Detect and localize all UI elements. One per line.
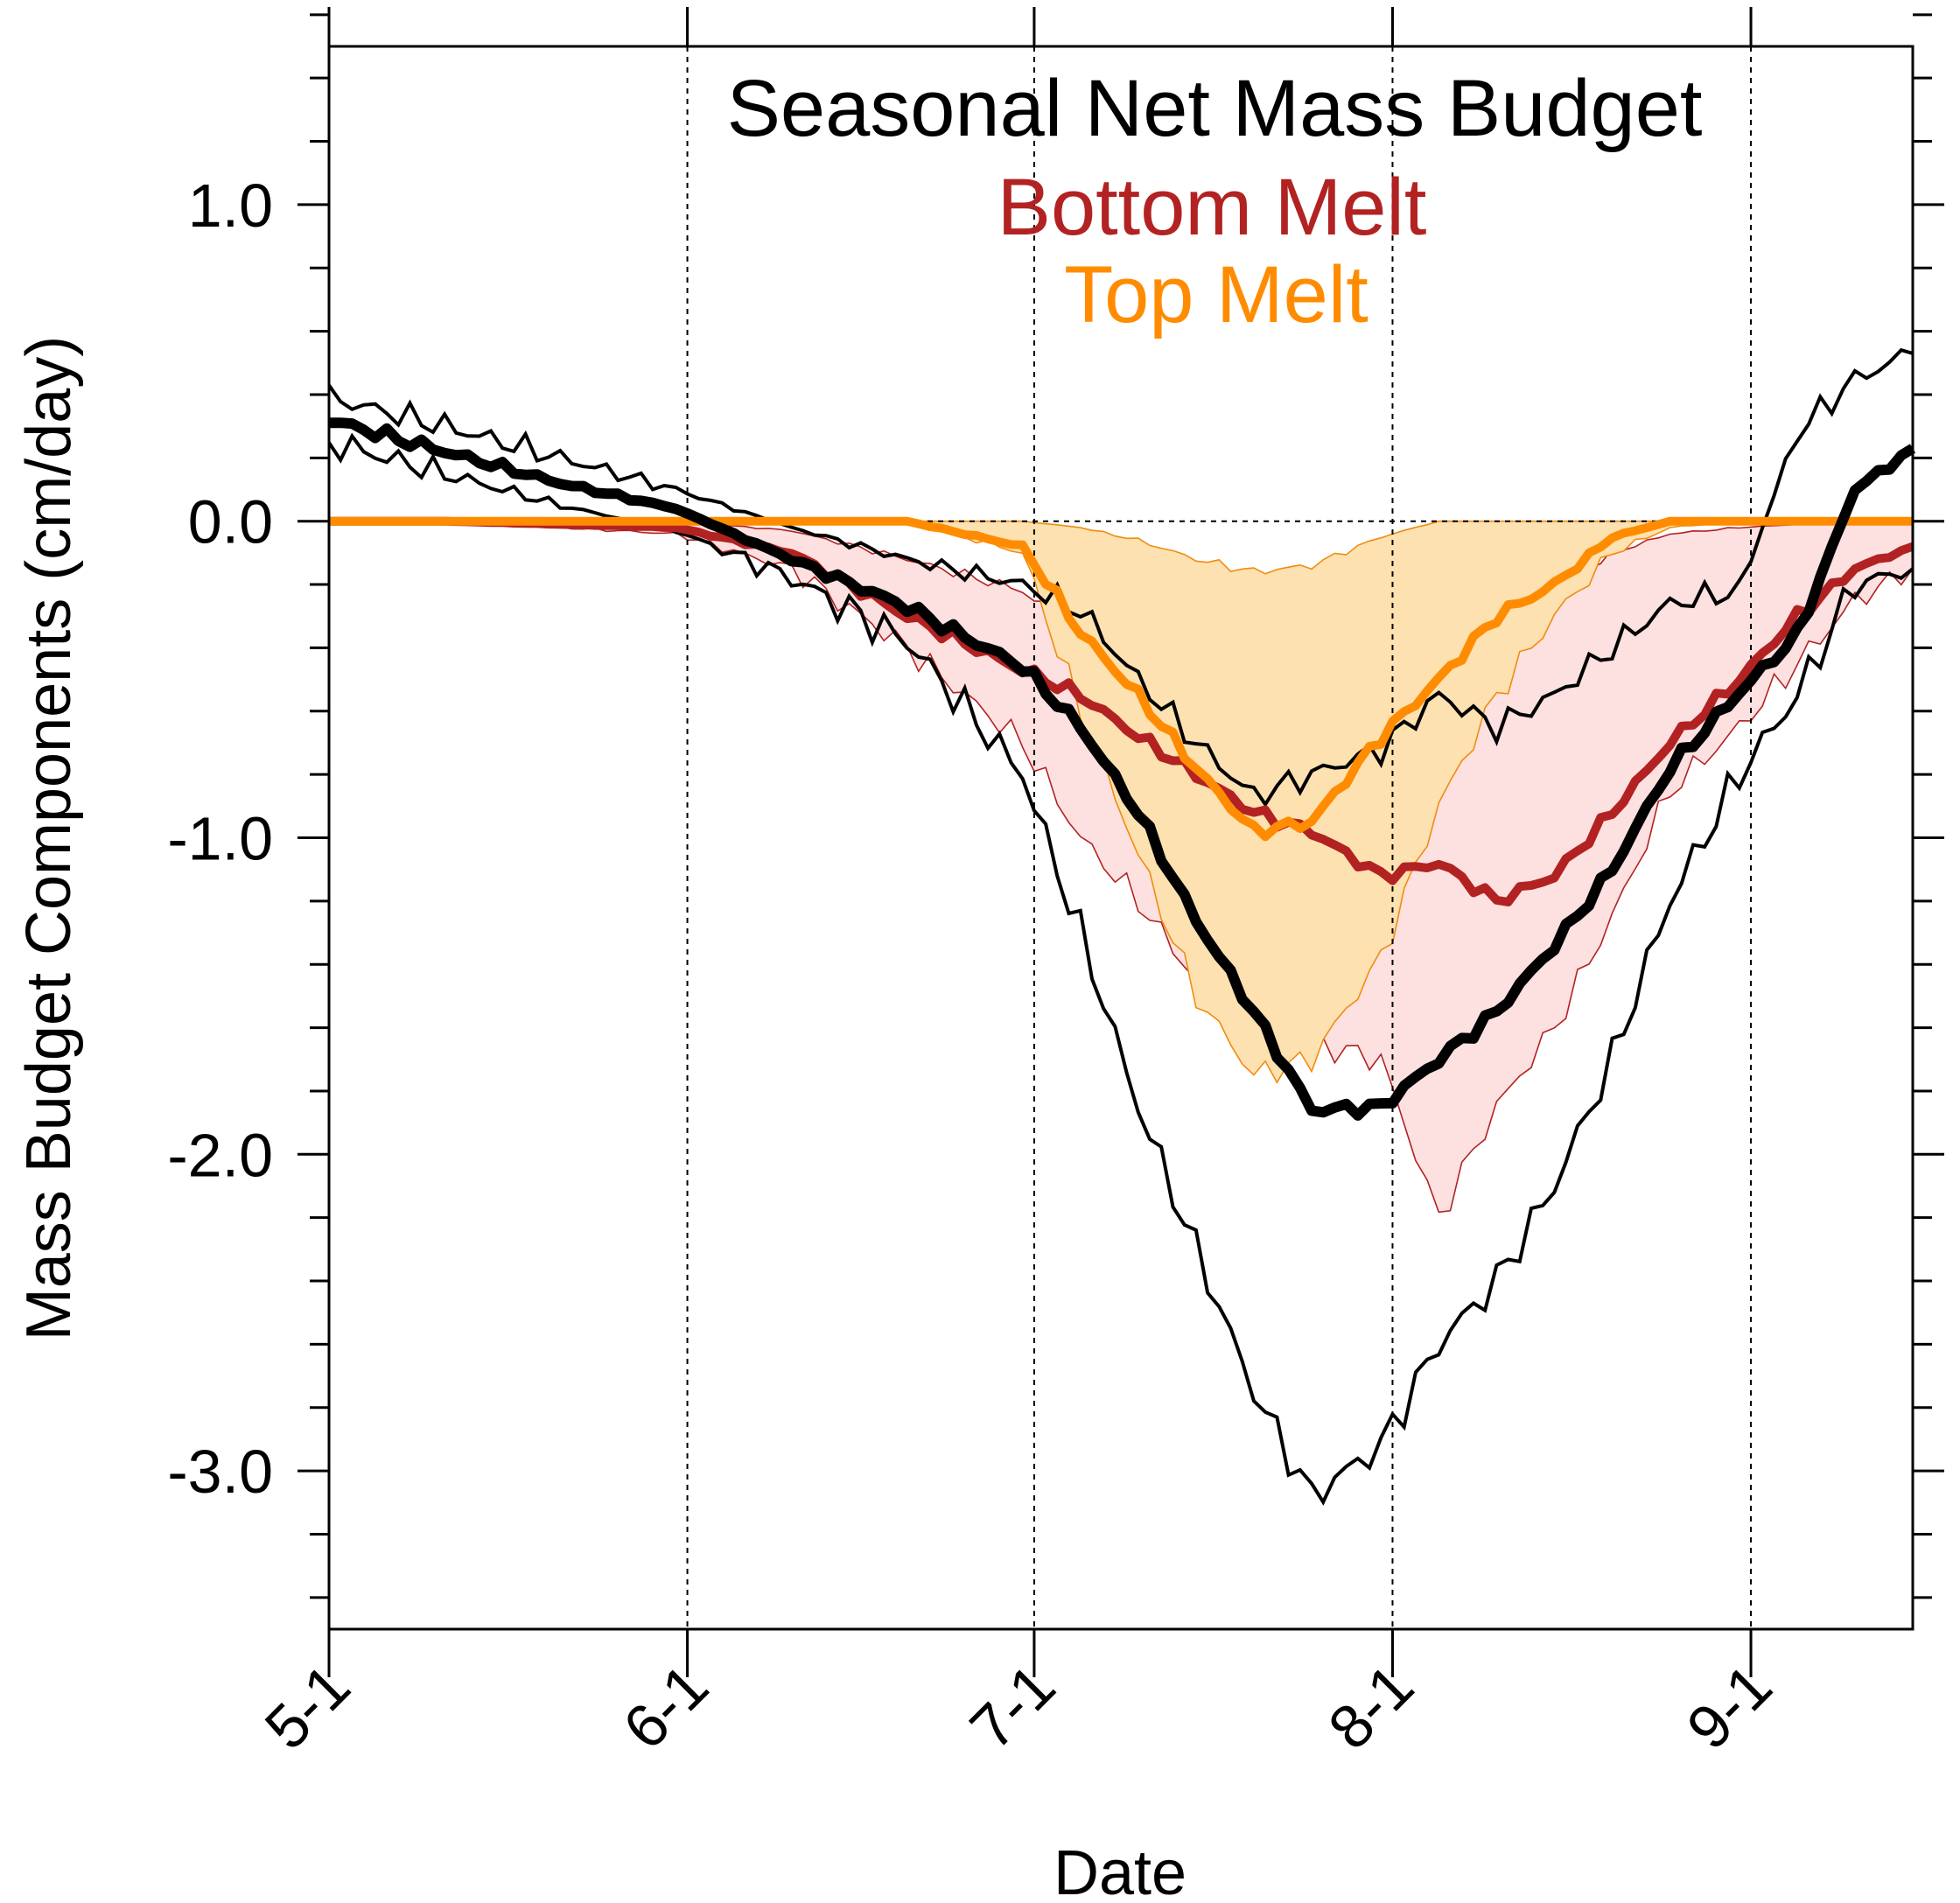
y-axis-label: Mass Budget Components (cm/day) — [14, 336, 84, 1340]
y-tick-label: 1.0 — [188, 171, 273, 240]
y-tick-label: -3.0 — [167, 1438, 273, 1506]
axis-ticks — [298, 7, 1944, 1677]
net-high-line — [327, 347, 1914, 808]
x-axis-label: Date — [1054, 1838, 1186, 1903]
net-mass-line — [329, 417, 1916, 1121]
x-tick-label: 5-1 — [252, 1651, 363, 1762]
legend-top-melt: Top Melt — [1064, 250, 1368, 339]
x-tick-label: 7-1 — [957, 1651, 1068, 1762]
y-tick-label: -2.0 — [167, 1121, 273, 1189]
uncertainty-bands — [329, 520, 1914, 1214]
bottom-band — [329, 521, 1913, 1213]
legend-bottom-melt: Bottom Melt — [998, 163, 1427, 252]
x-tick-label: 8-1 — [1315, 1651, 1426, 1762]
net-low-line — [327, 432, 1914, 1506]
top-melt-line — [329, 516, 1913, 842]
y-tick-label: -1.0 — [167, 805, 273, 873]
series-lines — [327, 347, 1916, 1506]
y-tick-label: 0.0 — [188, 488, 273, 556]
x-tick-label: 9-1 — [1674, 1651, 1785, 1762]
x-tick-label: 6-1 — [610, 1651, 721, 1762]
chart-title: Seasonal Net Mass Budget — [727, 64, 1703, 153]
